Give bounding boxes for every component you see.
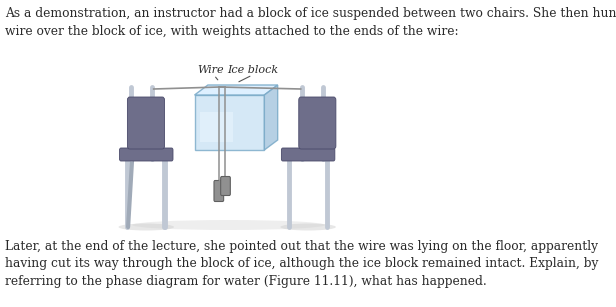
FancyBboxPatch shape [299,97,336,149]
Text: Ice block: Ice block [227,65,278,75]
FancyBboxPatch shape [282,148,335,161]
Text: Later, at the end of the lecture, she pointed out that the wire was lying on the: Later, at the end of the lecture, she po… [5,240,599,288]
FancyBboxPatch shape [128,97,164,149]
Polygon shape [264,85,278,150]
FancyBboxPatch shape [120,148,173,161]
Polygon shape [195,85,278,95]
Polygon shape [200,111,233,142]
Text: Wire: Wire [198,65,224,75]
FancyBboxPatch shape [214,181,224,201]
Ellipse shape [280,223,336,231]
Text: As a demonstration, an instructor had a block of ice suspended between two chair: As a demonstration, an instructor had a … [5,7,616,37]
FancyBboxPatch shape [221,177,230,196]
Ellipse shape [118,223,174,231]
Ellipse shape [132,220,325,230]
Polygon shape [195,95,264,150]
